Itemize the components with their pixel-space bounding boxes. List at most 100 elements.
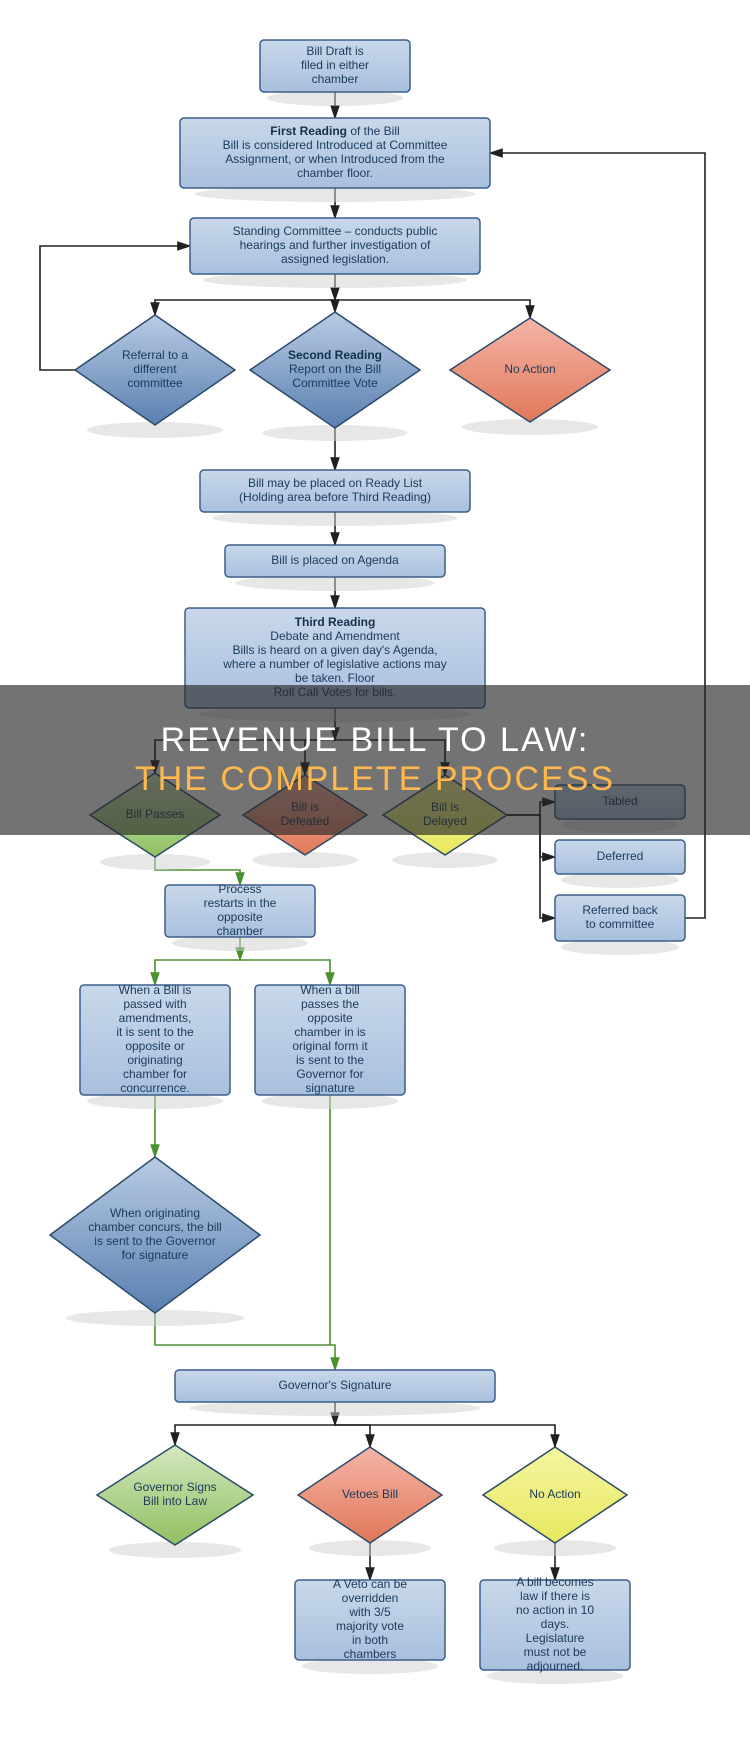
node-text: is sent to the Governor <box>94 1234 215 1248</box>
node-text: No Action <box>529 1487 580 1501</box>
node-text: When originating <box>110 1206 200 1220</box>
node-text: Deferred <box>597 849 644 863</box>
node-text: Debate and Amendment <box>270 629 400 643</box>
node-text: A bill becomes <box>516 1575 593 1589</box>
node-text: in both <box>352 1633 388 1647</box>
node-n5: Bill may be placed on Ready List(Holding… <box>200 470 470 526</box>
node-r_dfr: Deferred <box>555 840 685 888</box>
node-text: majority vote <box>336 1619 404 1633</box>
node-text: concurrence. <box>120 1081 189 1095</box>
node-text: passes the <box>301 997 359 1011</box>
flow-edge <box>240 960 330 985</box>
node-text: No Action <box>504 362 555 376</box>
node-n8: Processrestarts in theoppositechamber <box>165 882 315 951</box>
title-line-2: THE COMPLETE PROCESS <box>135 760 615 799</box>
node-text: opposite <box>307 1011 353 1025</box>
node-text: original form it <box>292 1039 368 1053</box>
node-text: chamber <box>217 924 264 938</box>
node-text: opposite <box>217 910 263 924</box>
node-text: Standing Committee – conducts public <box>233 224 438 238</box>
node-n_na2: A bill becomeslaw if there isno action i… <box>480 1575 630 1684</box>
node-text: Bill into Law <box>143 1494 207 1508</box>
flow-edge <box>335 1425 370 1447</box>
node-text: Governor Signs <box>133 1480 216 1494</box>
node-d_sign: Governor SignsBill into Law <box>97 1445 253 1558</box>
node-text: adjourned. <box>527 1659 584 1673</box>
flowchart-canvas: Bill Draft isfiled in eitherchamberFirst… <box>0 0 750 1754</box>
title-overlay: REVENUE BILL TO LAW: THE COMPLETE PROCES… <box>0 685 750 835</box>
node-n_gov: Governor's Signature <box>175 1370 495 1416</box>
node-text: Report on the Bill <box>289 362 381 376</box>
node-text: When a Bill is <box>119 983 192 997</box>
node-text: Process <box>218 882 261 896</box>
flow-edge <box>335 1425 555 1447</box>
node-text: different <box>133 362 177 376</box>
node-text: Vetoes Bill <box>342 1487 398 1501</box>
node-text: signature <box>305 1081 355 1095</box>
node-text: law if there is <box>520 1589 590 1603</box>
node-n6: Bill is placed on Agenda <box>225 545 445 591</box>
node-text: no action in 10 <box>516 1603 594 1617</box>
node-text: First Reading of the Bill <box>270 124 399 138</box>
node-d_ref: Referral to adifferentcommittee <box>75 315 235 438</box>
node-text: is sent to the <box>296 1053 364 1067</box>
node-text: Bill Draft is <box>306 44 363 58</box>
node-d_veto: Vetoes Bill <box>298 1447 442 1556</box>
node-text: amendments, <box>119 1011 192 1025</box>
node-text: Committee Vote <box>292 376 378 390</box>
node-text: Bill may be placed on Ready List <box>248 476 423 490</box>
node-n_veto: A Veto can beoverriddenwith 3/5majority … <box>295 1577 445 1674</box>
node-text: originating <box>127 1053 182 1067</box>
node-text: chamber <box>312 72 359 86</box>
node-text: with 3/5 <box>348 1605 391 1619</box>
node-d_na2: No Action <box>483 1447 627 1556</box>
node-text: When a bill <box>300 983 359 997</box>
node-text: Assignment, or when Introduced from the <box>225 152 445 166</box>
node-d_sr: Second ReadingReport on the BillCommitte… <box>250 312 420 441</box>
node-text: (Holding area before Third Reading) <box>239 490 431 504</box>
node-text: overridden <box>342 1591 399 1605</box>
node-text: it is sent to the <box>116 1025 194 1039</box>
node-text: Bill is placed on Agenda <box>271 553 399 567</box>
node-text: Bills is heard on a given day's Agenda, <box>232 643 437 657</box>
node-n3: Standing Committee – conducts publichear… <box>190 218 480 288</box>
node-text: chamber in is <box>294 1025 365 1039</box>
node-text: Referred back <box>582 903 658 917</box>
flow-edge <box>155 960 240 985</box>
node-r_rbc: Referred backto committee <box>555 895 685 955</box>
node-text: Governor's Signature <box>278 1378 391 1392</box>
node-text: Third Reading <box>295 615 376 629</box>
node-text: A Veto can be <box>333 1577 407 1591</box>
node-text: Second Reading <box>288 348 382 362</box>
flow-edge <box>175 1425 335 1445</box>
node-text: Governor for <box>296 1067 363 1081</box>
node-text: chambers <box>344 1647 397 1661</box>
node-n9a: When a Bill ispassed withamendments,it i… <box>80 983 230 1109</box>
node-text: days. <box>541 1617 570 1631</box>
node-d_conc: When originatingchamber concurs, the bil… <box>50 1157 260 1326</box>
node-text: where a number of legislative actions ma… <box>222 657 446 671</box>
node-text: assigned legislation. <box>281 252 389 266</box>
node-text: hearings and further investigation of <box>240 238 431 252</box>
node-text: opposite or <box>125 1039 184 1053</box>
node-text: passed with <box>123 997 186 1011</box>
node-text: must not be <box>524 1645 587 1659</box>
node-text: committee <box>127 376 183 390</box>
node-text: Bill is considered Introduced at Committ… <box>223 138 448 152</box>
flow-edge <box>335 300 530 318</box>
flow-edge <box>155 300 335 315</box>
node-text: restarts in the <box>204 896 277 910</box>
node-d_na1: No Action <box>450 318 610 435</box>
node-text: filed in either <box>301 58 369 72</box>
node-text: chamber for <box>123 1067 187 1081</box>
node-text: chamber floor. <box>297 166 373 180</box>
node-text: Referral to a <box>122 348 188 362</box>
node-text: be taken. Floor <box>295 671 375 685</box>
node-n9b: When a billpasses theoppositechamber in … <box>255 983 405 1109</box>
node-n2: First Reading of the BillBill is conside… <box>180 118 490 202</box>
nodes-layer: Bill Draft isfiled in eitherchamberFirst… <box>50 40 685 1684</box>
node-n1: Bill Draft isfiled in eitherchamber <box>260 40 410 106</box>
node-text: chamber concurs, the bill <box>88 1220 221 1234</box>
title-line-1: REVENUE BILL TO LAW: <box>161 721 590 760</box>
node-text: for signature <box>122 1248 189 1262</box>
